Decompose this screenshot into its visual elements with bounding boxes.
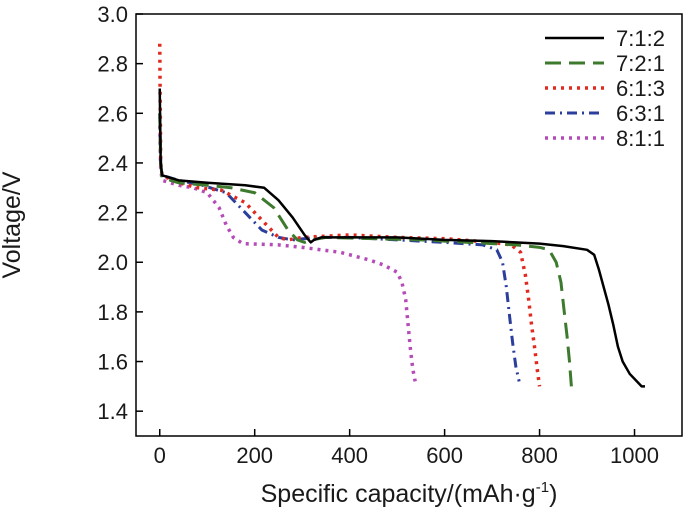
x-tick-label: 200 bbox=[236, 443, 273, 468]
legend-label: 7:1:2 bbox=[616, 26, 665, 51]
y-tick-label: 1.6 bbox=[97, 350, 128, 375]
y-tick-label: 1.8 bbox=[97, 300, 128, 325]
series-line-6-3-1 bbox=[158, 113, 521, 382]
series-line-8-1-1 bbox=[157, 125, 417, 382]
series-line-7-1-2 bbox=[158, 88, 645, 388]
plot-frame bbox=[135, 13, 683, 437]
series-line-6-1-3 bbox=[157, 43, 542, 387]
series-line-7-2-1 bbox=[158, 113, 573, 387]
y-tick-label: 2.0 bbox=[97, 250, 128, 275]
y-tick-label: 1.4 bbox=[97, 399, 128, 424]
legend-label: 6:1:3 bbox=[616, 76, 665, 101]
x-axis-title-close: ) bbox=[549, 480, 557, 508]
y-tick-label: 2.4 bbox=[97, 151, 128, 176]
y-tick-label: 2.6 bbox=[97, 101, 128, 126]
legend-label: 7:2:1 bbox=[616, 51, 665, 76]
y-axis-title: Voltage/V bbox=[0, 171, 26, 278]
x-axis-title-main: Specific capacity/(mAh·g bbox=[261, 480, 536, 508]
legend-label: 6:3:1 bbox=[616, 101, 665, 126]
y-tick-label: 2.8 bbox=[97, 52, 128, 77]
x-tick-label: 0 bbox=[154, 443, 166, 468]
y-tick-label: 3.0 bbox=[97, 2, 128, 27]
x-tick-label: 800 bbox=[521, 443, 558, 468]
legend-label: 8:1:1 bbox=[616, 126, 665, 151]
x-tick-label: 400 bbox=[331, 443, 368, 468]
x-axis-title: Specific capacity/(mAh·g-1) bbox=[261, 479, 558, 508]
x-tick-label: 1000 bbox=[610, 443, 659, 468]
x-tick-label: 600 bbox=[426, 443, 463, 468]
x-axis-title-superscript: -1 bbox=[536, 479, 549, 496]
y-tick-label: 2.2 bbox=[97, 201, 128, 226]
